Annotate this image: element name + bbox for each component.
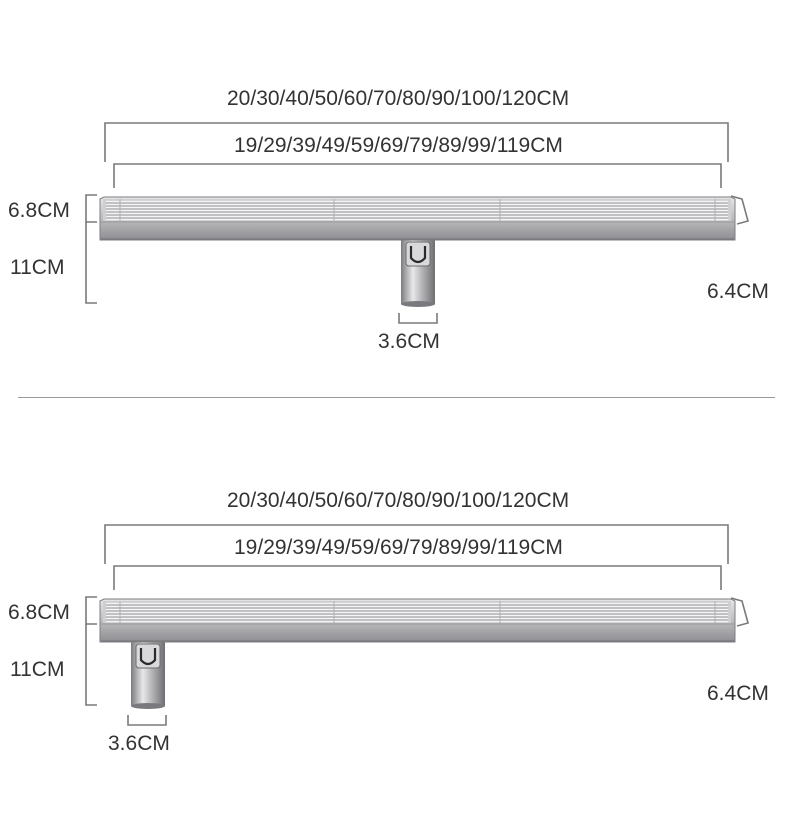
height-total-dimension-line bbox=[85, 596, 97, 625]
outer-length-label: 20/30/40/50/60/70/80/90/100/120CM bbox=[227, 489, 570, 512]
drain-diagram-end-outlet: 20/30/40/50/60/70/80/90/100/120CM 19/29/… bbox=[0, 402, 790, 802]
drain-diagram-center-outlet: 20/30/40/50/60/70/80/90/100/120CM 19/29/… bbox=[0, 0, 790, 400]
height-total-label: 6.8CM bbox=[8, 199, 70, 222]
outer-length-dimension-line bbox=[104, 524, 729, 564]
width-dimension-line bbox=[730, 597, 749, 627]
width-dimension-line bbox=[730, 195, 749, 225]
height-outlet-label: 11CM bbox=[10, 658, 65, 681]
section-divider bbox=[18, 397, 775, 398]
outer-length-label: 20/30/40/50/60/70/80/90/100/120CM bbox=[227, 87, 570, 110]
width-label: 6.4CM bbox=[707, 280, 769, 303]
width-label: 6.4CM bbox=[707, 682, 769, 705]
drain-channel bbox=[99, 196, 736, 241]
drain-drawing bbox=[85, 122, 749, 324]
height-outlet-dimension-line bbox=[85, 222, 97, 304]
outlet-pipe bbox=[131, 638, 165, 709]
height-outlet-label: 11CM bbox=[10, 256, 65, 279]
outlet-diameter-label: 3.6CM bbox=[378, 330, 440, 353]
outer-length-dimension-line bbox=[104, 122, 729, 162]
outlet-pipe bbox=[401, 236, 435, 307]
inner-length-label: 19/29/39/49/59/69/79/89/99/119CM bbox=[234, 536, 563, 559]
height-outlet-dimension-line bbox=[85, 624, 97, 706]
inner-length-dimension-line bbox=[113, 163, 722, 188]
drain-channel bbox=[99, 598, 736, 643]
outlet-diameter-dimension-line bbox=[398, 313, 438, 324]
height-total-dimension-line bbox=[85, 194, 97, 223]
inner-length-dimension-line bbox=[113, 565, 722, 590]
outlet-diameter-dimension-line bbox=[127, 715, 167, 726]
height-total-label: 6.8CM bbox=[8, 601, 70, 624]
drain-drawing bbox=[85, 524, 749, 726]
outlet-diameter-label: 3.6CM bbox=[108, 732, 170, 755]
inner-length-label: 19/29/39/49/59/69/79/89/99/119CM bbox=[234, 134, 563, 157]
